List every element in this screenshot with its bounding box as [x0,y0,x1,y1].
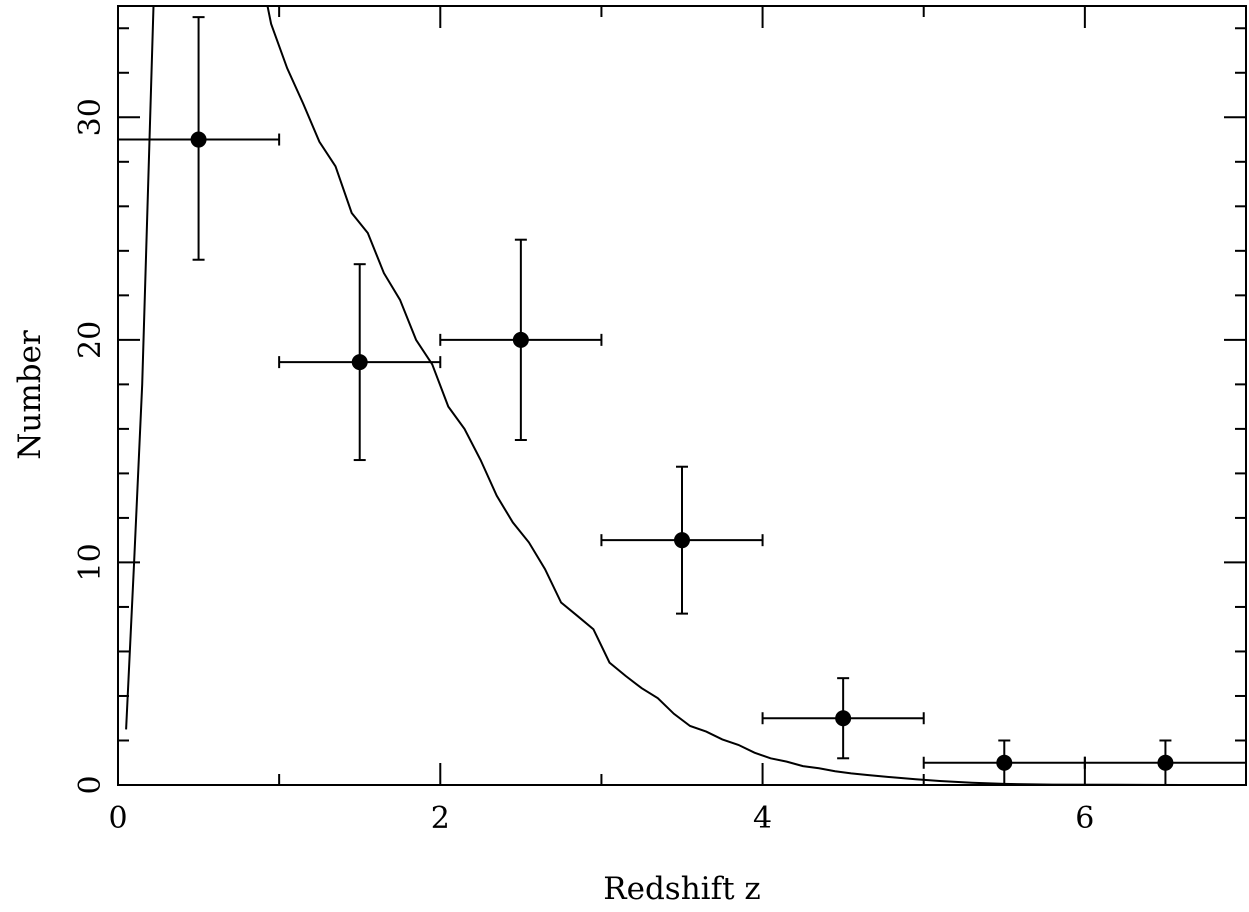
data-point-group [439,238,603,442]
plot-frame [117,5,1247,786]
y-tick-label: 10 [73,543,108,581]
data-point-group [1083,739,1247,786]
y-axis-title: Number [12,330,48,460]
data-point [996,754,1013,771]
data-point-group [117,16,281,261]
data-point-group [922,739,1086,786]
y-tick-label: 30 [73,98,108,136]
data-point-group [761,677,925,760]
model-curve-layer [125,6,1246,785]
data-points-layer [117,16,1247,786]
data-point [674,532,690,549]
model-curve [125,6,1246,785]
x-tick-label: 4 [753,801,772,836]
data-point [1157,754,1174,771]
y-tick-label: 0 [73,775,108,794]
data-point [190,131,207,148]
x-tick-label: 2 [431,801,450,836]
x-tick-label: 6 [1075,801,1094,836]
data-point [351,354,368,371]
data-point [512,331,529,348]
data-point [835,710,852,727]
data-point-group [600,465,764,615]
axis-ticks [117,6,1246,786]
y-tick-label: 20 [73,321,108,359]
data-point-group [278,263,442,462]
tick-labels: 0 2 4 6 0 10 20 30 [73,98,1094,836]
x-tick-label: 0 [108,801,127,836]
x-axis-title: Redshift z [603,871,760,907]
